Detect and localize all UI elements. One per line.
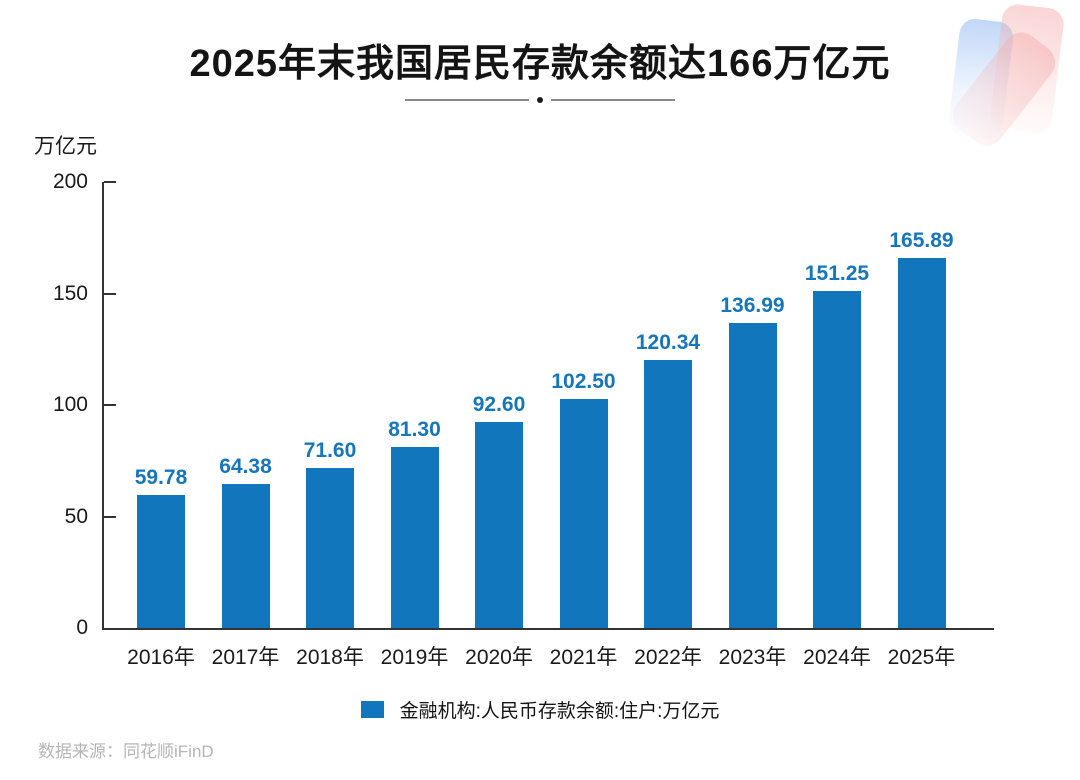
page-title: 2025年末我国居民存款余额达166万亿元 [189, 43, 891, 85]
x-tick-label: 2018年 [296, 646, 364, 669]
x-tick-label: 2020年 [465, 646, 533, 669]
bar [897, 258, 946, 628]
y-tick-label: 150 [52, 281, 88, 305]
bar-value-label: 81.30 [388, 417, 441, 441]
bar-value-label: 136.99 [720, 293, 785, 317]
bar-value-label: 165.89 [889, 229, 954, 253]
y-tick-mark [104, 181, 116, 183]
x-tick-label: 2021年 [549, 646, 618, 669]
divider-dot [537, 97, 543, 104]
legend-color-swatch [360, 701, 384, 718]
bar [644, 359, 692, 628]
bar [137, 494, 185, 628]
bar-value-label: 64.38 [219, 455, 272, 479]
divider-left-line [405, 99, 529, 102]
x-tick-label: 2016年 [127, 646, 195, 669]
divider-right-line [551, 99, 675, 102]
bar-value-label: 59.78 [134, 465, 188, 489]
y-tick-label: 100 [52, 393, 88, 416]
bar [559, 399, 608, 628]
bar [390, 446, 439, 628]
bar [813, 290, 861, 628]
bar-value-label: 151.25 [804, 261, 870, 285]
y-tick-label: 50 [64, 504, 88, 528]
y-tick-mark [104, 404, 116, 406]
x-tick-label: 2024年 [803, 646, 871, 669]
x-tick-label: 2017年 [211, 646, 280, 669]
bar [475, 421, 523, 628]
bar-value-label: 102.50 [551, 370, 616, 394]
legend-label: 金融机构:人民币存款余额:住户:万亿元 [399, 701, 720, 722]
y-tick-mark [104, 515, 116, 518]
x-tick-label: 2019年 [380, 646, 449, 669]
y-tick-label: 0 [76, 616, 88, 639]
bar [728, 322, 777, 628]
legend: 金融机构:人民币存款余额:住户:万亿元 [0, 696, 1080, 723]
y-axis-unit-label: 万亿元 [34, 135, 97, 158]
x-tick-label: 2022年 [634, 646, 702, 669]
title-block: 2025年末我国居民存款余额达166万亿元 [0, 40, 1080, 104]
bar [306, 468, 354, 628]
bar-value-label: 71.60 [303, 439, 357, 463]
y-tick-label: 200 [52, 170, 88, 193]
y-tick-mark [104, 292, 116, 295]
title-divider [0, 97, 1080, 104]
x-tick-label: 2025年 [887, 646, 956, 669]
plot-area: 59.78 2016年 64.38 2017年 71.60 2018年 81.30 2019年… [102, 181, 994, 669]
x-tick-label: 2023年 [718, 646, 787, 669]
bar-value-label: 120.34 [635, 330, 701, 354]
bar-value-label: 92.60 [472, 392, 526, 416]
data-source-note: 数据来源：同花顺iFinD [38, 742, 214, 761]
bar [221, 484, 270, 628]
